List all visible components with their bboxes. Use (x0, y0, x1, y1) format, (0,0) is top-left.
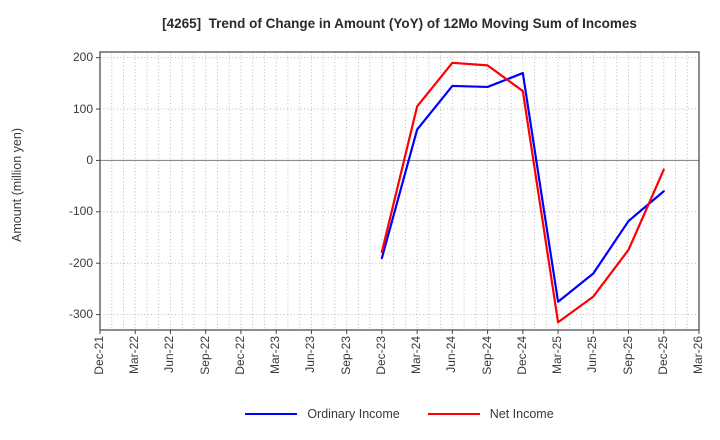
x-tick-label: Mar-26 (691, 336, 705, 375)
y-tick-label: -300 (68, 307, 93, 322)
x-tick-label: Sep-22 (197, 336, 212, 375)
x-tick-label: Jun-24 (444, 336, 459, 373)
x-tick-label: Sep-25 (620, 336, 635, 375)
x-tick-label: Sep-24 (479, 336, 494, 375)
x-tick-label: Sep-23 (338, 336, 353, 375)
x-tick-label: Mar-22 (127, 336, 142, 375)
y-tick-label: 200 (72, 50, 93, 65)
x-tick-label: Dec-22 (232, 336, 247, 375)
plot-border (99, 51, 700, 331)
y-tick-label: 100 (72, 101, 93, 116)
y-tick-label: -100 (68, 204, 93, 219)
x-tick-label: Jun-22 (162, 336, 177, 373)
legend-item-net-income: Net Income (427, 407, 554, 421)
legend-line-swatch-net-income (427, 413, 480, 415)
chart-title: [4265] Trend of Change in Amount (YoY) o… (162, 16, 637, 31)
legend: Ordinary Income Net Income (100, 403, 699, 425)
series-line-ordinary-income (380, 71, 665, 303)
legend-item-ordinary-income: Ordinary Income (245, 407, 400, 421)
x-tick-label: Dec-24 (514, 336, 529, 375)
x-tick-label: Jun-23 (303, 336, 318, 373)
x-tick-label: Dec-23 (373, 336, 388, 375)
y-tick-label: -200 (68, 255, 93, 270)
series-line-net-income (380, 61, 665, 324)
legend-label: Net Income (489, 407, 554, 421)
x-tick-label: Mar-25 (550, 336, 565, 375)
x-tick-label: Dec-21 (92, 336, 106, 375)
legend-label: Ordinary Income (307, 407, 400, 421)
x-tick-label: Dec-25 (655, 336, 670, 375)
x-tick-label: Mar-24 (409, 336, 424, 375)
x-tick-label: Jun-25 (585, 336, 600, 373)
x-tick-label: Mar-23 (268, 336, 283, 375)
y-tick-label: 0 (86, 152, 93, 167)
legend-line-swatch-ordinary-income (245, 413, 298, 415)
